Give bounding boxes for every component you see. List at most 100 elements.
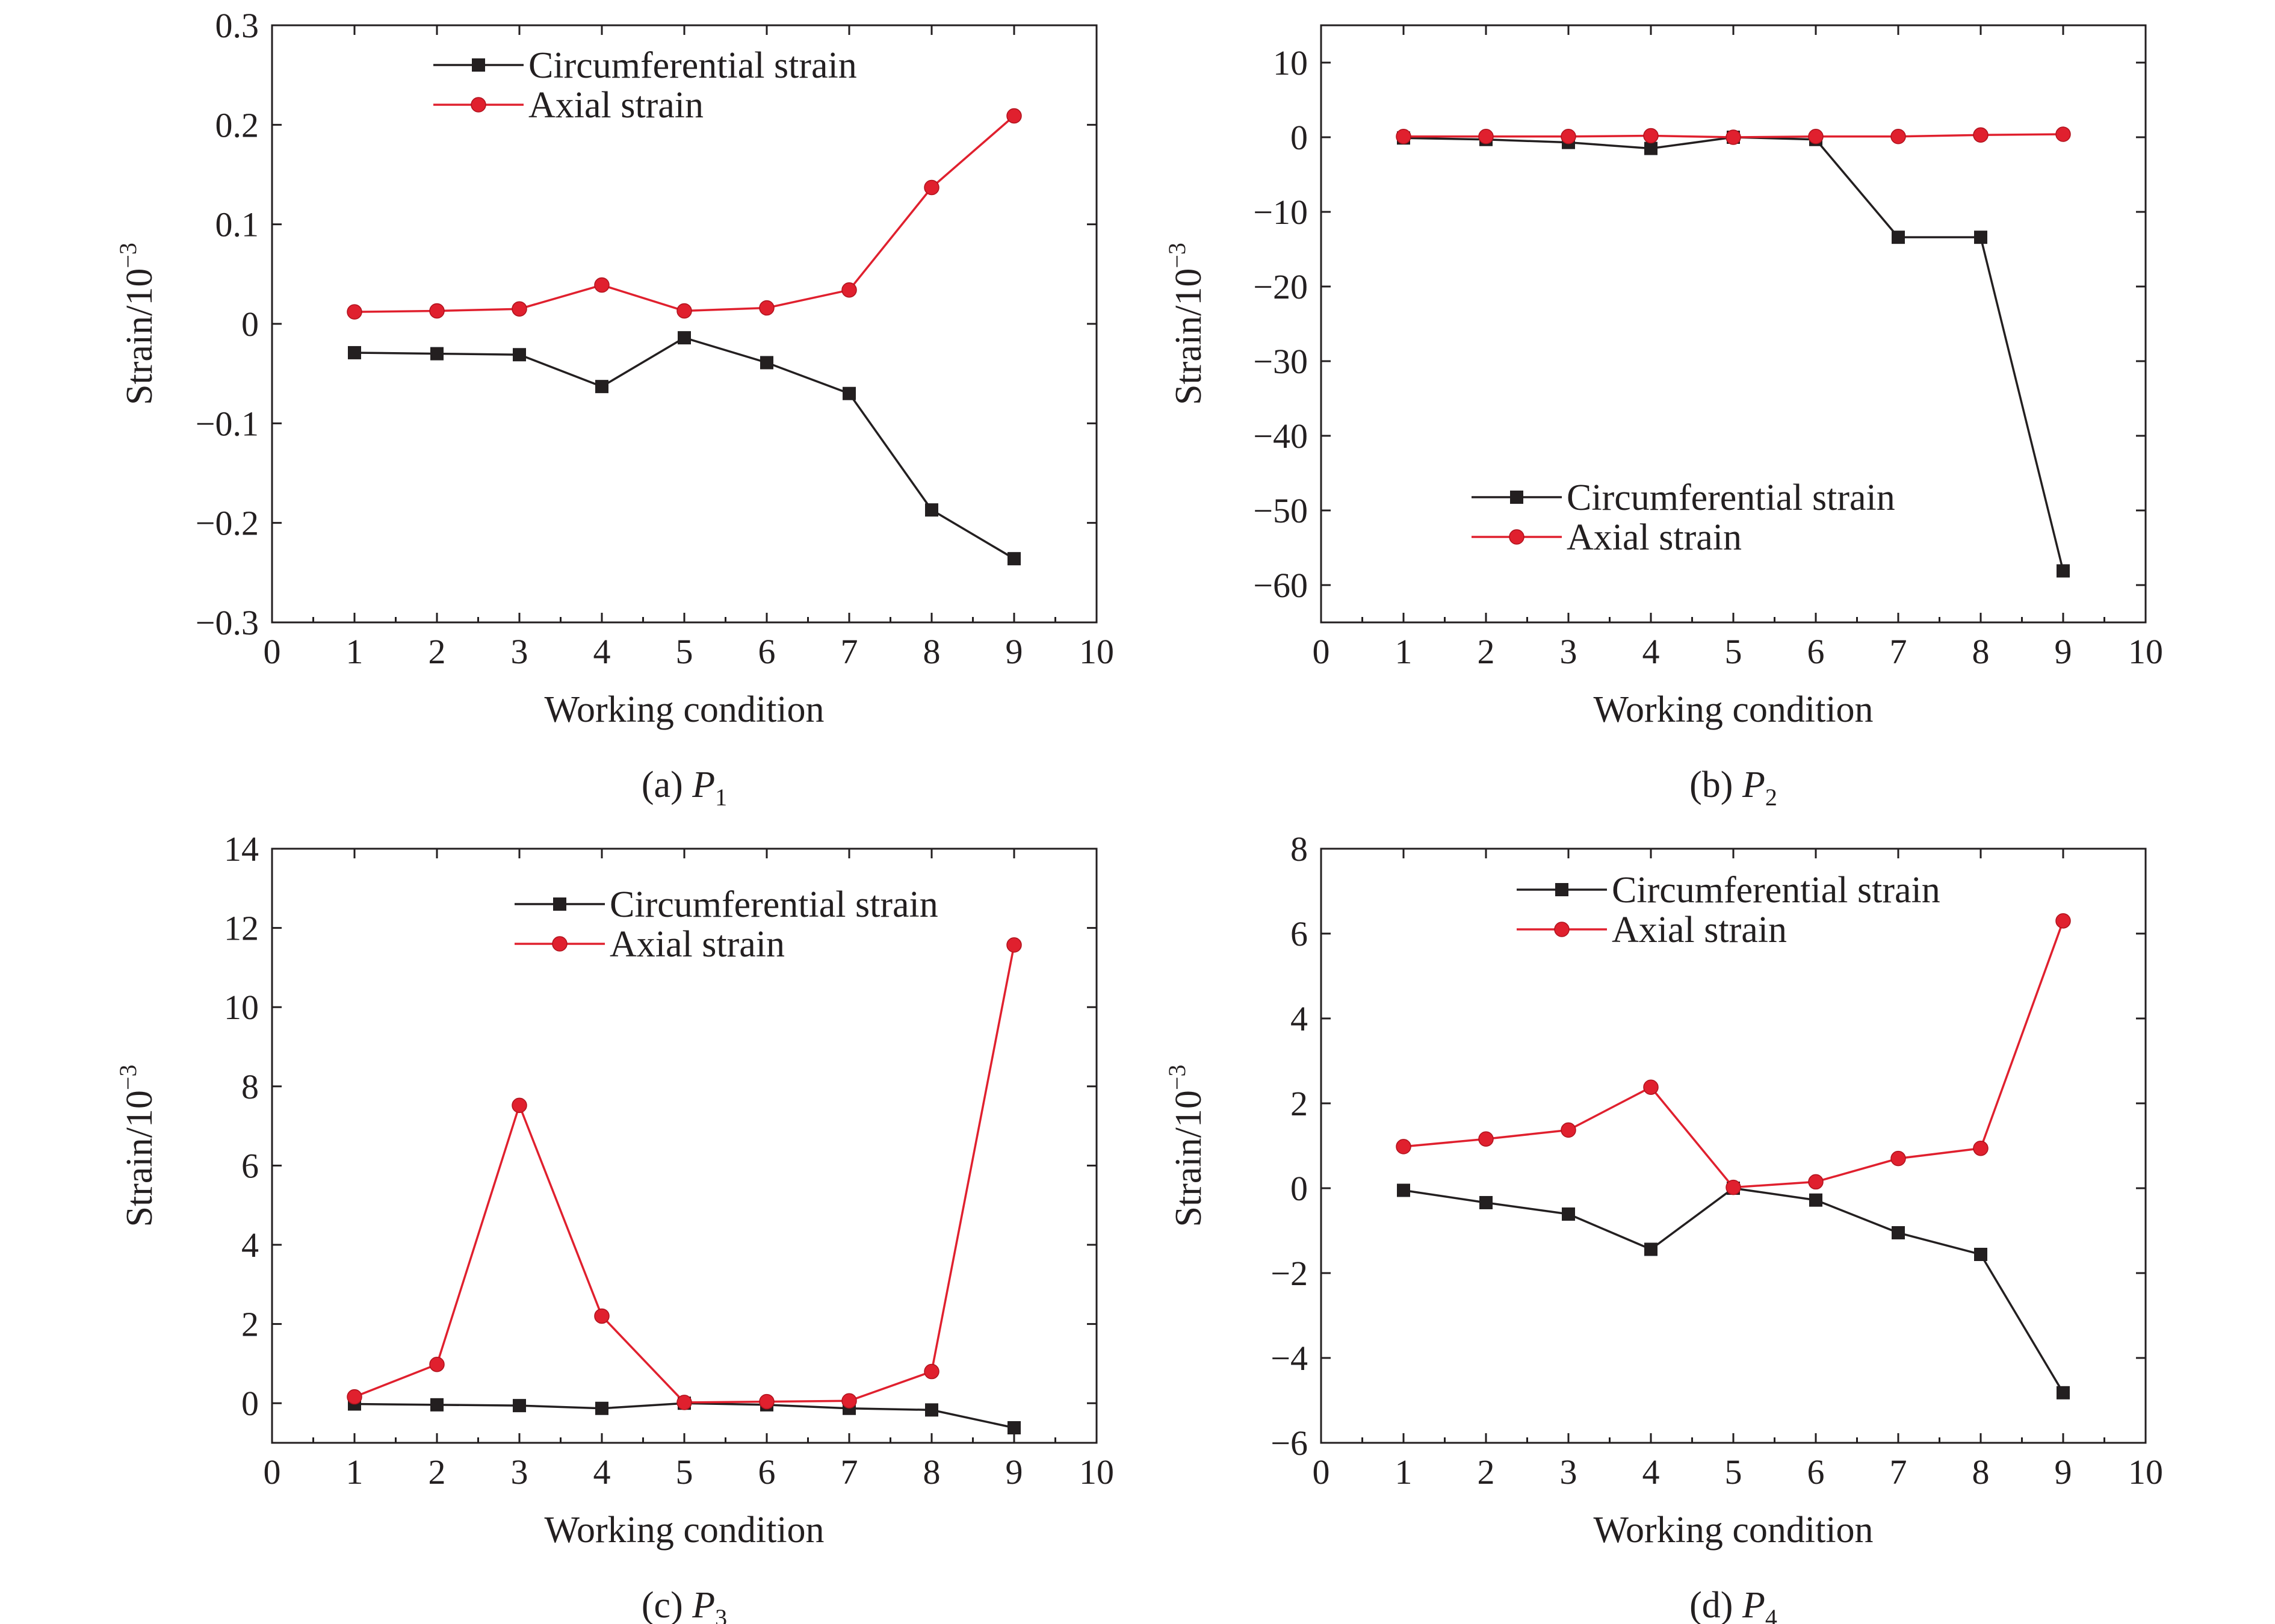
data-point-square xyxy=(513,1399,526,1413)
legend-marker-circle xyxy=(1554,922,1570,937)
y-tick-label: 10 xyxy=(224,988,259,1027)
x-tick-label: 6 xyxy=(1807,1452,1825,1492)
y-tick-label: −50 xyxy=(1253,491,1308,530)
data-point-circle xyxy=(429,1356,445,1372)
data-point-square xyxy=(348,346,361,359)
data-point-circle xyxy=(759,1393,775,1410)
data-point-square xyxy=(1644,141,1658,155)
x-tick-label: 3 xyxy=(511,1452,528,1492)
legend-marker-square xyxy=(472,58,485,72)
data-point-square xyxy=(925,1403,938,1417)
data-point-square xyxy=(678,331,691,345)
panel-caption: (b) P2 xyxy=(1689,764,1777,811)
y-tick-label: 2 xyxy=(1290,1084,1308,1123)
data-point-square xyxy=(1479,1195,1493,1209)
y-axis-label: Strain/10−3 xyxy=(1163,243,1209,405)
data-point-square xyxy=(1892,1226,1905,1240)
data-point-square xyxy=(2057,1386,2070,1399)
x-tick-label: 6 xyxy=(1807,632,1825,671)
x-tick-label: 1 xyxy=(1395,632,1413,671)
x-tick-label: 9 xyxy=(1006,632,1023,671)
y-tick-label: 0.2 xyxy=(215,105,259,144)
x-tick-label: 5 xyxy=(1725,1452,1742,1492)
data-point-square xyxy=(2057,564,2070,578)
y-tick-label: −4 xyxy=(1271,1339,1308,1378)
data-point-circle xyxy=(512,1097,527,1114)
legend-marker-circle xyxy=(471,97,486,113)
x-tick-label: 1 xyxy=(346,632,364,671)
legend-marker-square xyxy=(1555,883,1568,896)
legend-label: Circumferential strain xyxy=(528,45,857,86)
data-point-square xyxy=(760,356,773,370)
y-tick-label: 2 xyxy=(241,1305,259,1344)
y-tick-label: −0.2 xyxy=(196,504,259,543)
data-point-circle xyxy=(676,1395,692,1410)
data-point-circle xyxy=(1890,1150,1906,1167)
x-tick-label: 2 xyxy=(429,632,446,671)
data-point-circle xyxy=(429,303,445,319)
series-line xyxy=(354,944,1015,1404)
data-point-circle xyxy=(2055,913,2071,929)
data-point-circle xyxy=(924,179,939,196)
data-point-circle xyxy=(1726,1179,1741,1195)
data-point-square xyxy=(925,503,938,517)
y-axis-label: Strain/10−3 xyxy=(114,243,160,405)
x-tick-label: 4 xyxy=(593,1452,611,1492)
series-line xyxy=(354,115,1015,313)
series-circumferential xyxy=(348,331,1021,566)
x-axis-label: Working condition xyxy=(1593,1510,1873,1551)
data-point-circle xyxy=(1973,127,1989,143)
legend-label: Circumferential strain xyxy=(610,884,938,925)
chart-panel-3: 0 1 2 3 4 5 6 7 8 9 10 −6 −4 −2 0 2 4 6 8 Working condition… xyxy=(1163,829,2163,1624)
panel-caption: (d) P4 xyxy=(1689,1585,1777,1624)
caption-sub: 3 xyxy=(715,1604,727,1624)
x-tick-label: 7 xyxy=(841,632,858,671)
x-tick-label: 0 xyxy=(264,1452,281,1492)
x-tick-label: 4 xyxy=(1642,632,1660,671)
data-point-circle xyxy=(759,300,775,316)
y-tick-label: 8 xyxy=(241,1067,259,1106)
data-point-circle xyxy=(1478,1131,1494,1147)
x-tick-label: 10 xyxy=(1079,632,1114,671)
x-tick-label: 0 xyxy=(1313,632,1330,671)
y-tick-label: 0.3 xyxy=(215,6,259,45)
x-tick-label: 10 xyxy=(1079,1452,1114,1492)
data-point-square xyxy=(1397,1183,1410,1197)
y-tick-label: 6 xyxy=(241,1146,259,1185)
chart-panel-1: 0 1 2 3 4 5 6 7 8 9 10 −60 −50 −40 −30 −20 −10 0 10 Working… xyxy=(1163,24,2163,811)
data-point-circle xyxy=(841,1393,857,1409)
caption-sub: 2 xyxy=(1765,784,1777,811)
data-point-circle xyxy=(594,277,610,293)
y-tick-label: −10 xyxy=(1253,193,1308,232)
data-point-square xyxy=(1644,1242,1658,1256)
chart-panel-0: 0 1 2 3 4 5 6 7 8 9 10 −0.3 −0.2 −0.1 0 0.1 0.2 0.3 Workin… xyxy=(114,6,1114,811)
caption-var: P xyxy=(692,764,715,805)
y-axis-label-base: Strain/10 xyxy=(119,1090,160,1227)
caption-sub: 4 xyxy=(1765,1604,1777,1624)
data-point-circle xyxy=(1561,1122,1576,1138)
x-tick-label: 2 xyxy=(1478,1452,1495,1492)
data-point-circle xyxy=(676,303,692,319)
panel-caption: (c) P3 xyxy=(642,1585,727,1624)
legend-entry-axial: Axial strain xyxy=(515,924,785,965)
x-tick-label: 2 xyxy=(429,1452,446,1492)
legend-entry-circumferential: Circumferential strain xyxy=(1472,477,1895,518)
data-point-circle xyxy=(1726,129,1741,145)
caption-var: P xyxy=(1742,1585,1765,1624)
x-tick-label: 1 xyxy=(346,1452,364,1492)
legend-entry-circumferential: Circumferential strain xyxy=(433,45,857,86)
data-point-square xyxy=(430,1398,444,1412)
data-point-circle xyxy=(512,301,527,317)
x-tick-label: 9 xyxy=(2055,632,2072,671)
legend-entry-axial: Axial strain xyxy=(1517,910,1787,950)
y-tick-label: 12 xyxy=(224,909,259,948)
legend-entry-circumferential: Circumferential strain xyxy=(515,884,938,925)
x-tick-label: 4 xyxy=(593,632,611,671)
data-point-square xyxy=(1809,1193,1822,1207)
x-tick-label: 8 xyxy=(1972,632,1990,671)
data-point-circle xyxy=(1808,129,1824,144)
data-point-circle xyxy=(1561,129,1576,144)
data-point-circle xyxy=(1643,128,1659,144)
